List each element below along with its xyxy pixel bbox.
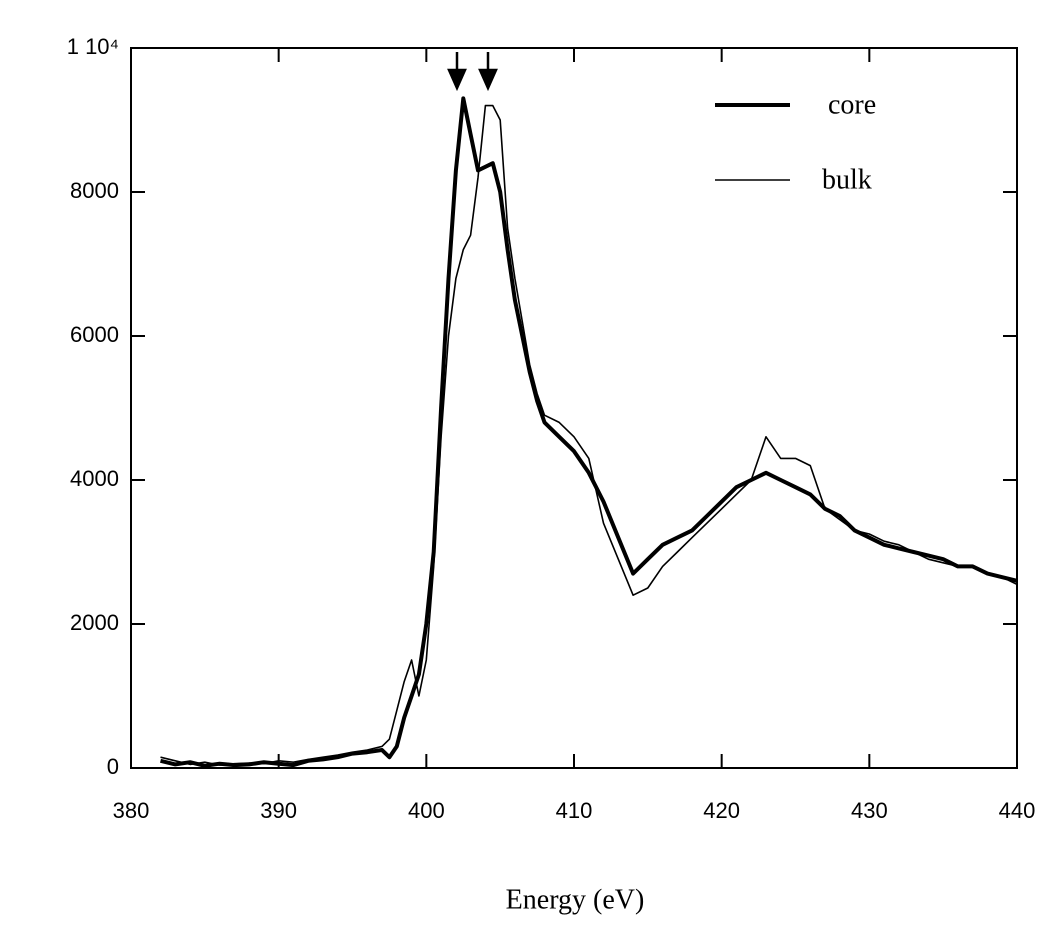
x-tick-label: 410: [556, 798, 593, 823]
y-tick-label: 1 10⁴: [67, 34, 119, 59]
x-tick-label: 380: [113, 798, 150, 823]
y-tick-label: 2000: [70, 610, 119, 635]
x-tick-label: 390: [260, 798, 297, 823]
series-line: [160, 96, 1018, 768]
y-tick-label: 6000: [70, 322, 119, 347]
plot-frame: [130, 47, 1018, 769]
x-tick-label: 420: [703, 798, 740, 823]
x-tick-label: 440: [999, 798, 1036, 823]
legend-label: bulk: [822, 164, 872, 195]
series-line: [160, 104, 1018, 766]
y-tick-label: 4000: [70, 466, 119, 491]
x-tick-label: 430: [851, 798, 888, 823]
peak-arrows: [447, 52, 498, 92]
x-axis-label: Energy (eV): [506, 884, 645, 915]
x-tick-label: 400: [408, 798, 445, 823]
y-tick-label: 0: [107, 754, 119, 779]
legend-label: core: [828, 89, 876, 120]
y-tick-label: 8000: [70, 178, 119, 203]
